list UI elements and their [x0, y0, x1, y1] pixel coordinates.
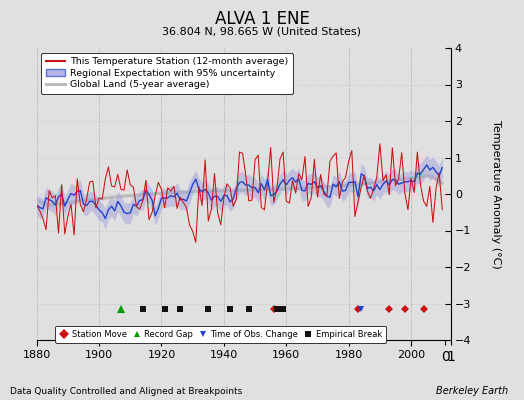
- Text: Berkeley Earth: Berkeley Earth: [436, 386, 508, 396]
- Y-axis label: Temperature Anomaly (°C): Temperature Anomaly (°C): [491, 120, 501, 268]
- Text: Data Quality Controlled and Aligned at Breakpoints: Data Quality Controlled and Aligned at B…: [10, 387, 243, 396]
- Text: ALVA 1 ENE: ALVA 1 ENE: [214, 10, 310, 28]
- Text: 36.804 N, 98.665 W (United States): 36.804 N, 98.665 W (United States): [162, 26, 362, 36]
- Legend: This Temperature Station (12-month average), Regional Expectation with 95% uncer: This Temperature Station (12-month avera…: [41, 53, 293, 94]
